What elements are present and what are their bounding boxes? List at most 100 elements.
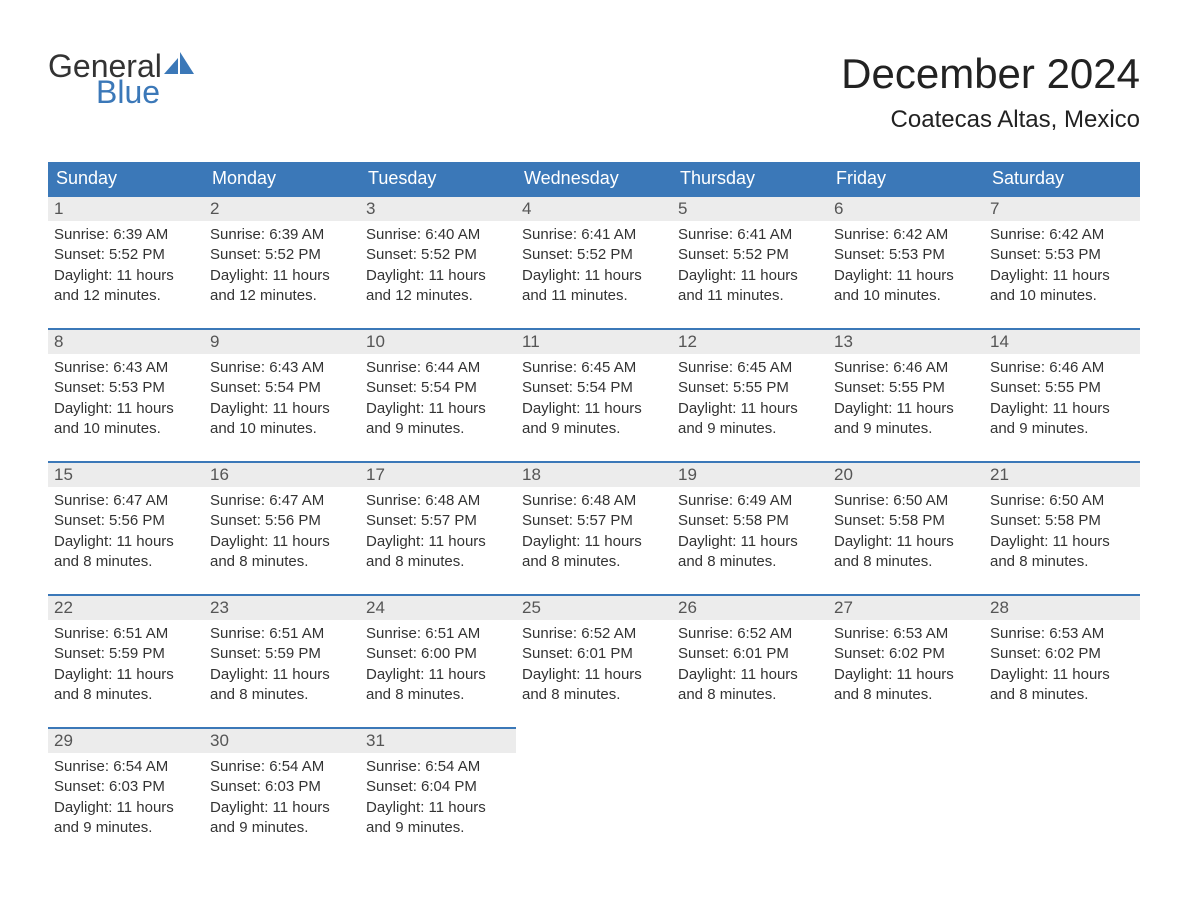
calendar-day: 9Sunrise: 6:43 AMSunset: 5:54 PMDaylight… (204, 329, 360, 462)
sunrise-text: Sunrise: 6:43 AM (210, 358, 354, 378)
sunset-text: Sunset: 6:02 PM (834, 644, 978, 664)
calendar-week: 29Sunrise: 6:54 AMSunset: 6:03 PMDayligh… (48, 728, 1140, 860)
day-details: Sunrise: 6:51 AMSunset: 5:59 PMDaylight:… (48, 620, 204, 727)
day-number: 22 (48, 596, 204, 620)
day-details: Sunrise: 6:42 AMSunset: 5:53 PMDaylight:… (984, 221, 1140, 328)
day-details: Sunrise: 6:45 AMSunset: 5:54 PMDaylight:… (516, 354, 672, 461)
day-number: 8 (48, 330, 204, 354)
daylight-text: Daylight: 11 hours and 9 minutes. (990, 399, 1134, 440)
sunrise-text: Sunrise: 6:50 AM (990, 491, 1134, 511)
day-number: 9 (204, 330, 360, 354)
day-number: 12 (672, 330, 828, 354)
daylight-text: Daylight: 11 hours and 10 minutes. (990, 266, 1134, 307)
daylight-text: Daylight: 11 hours and 8 minutes. (522, 665, 666, 706)
day-details: Sunrise: 6:44 AMSunset: 5:54 PMDaylight:… (360, 354, 516, 461)
day-number: 13 (828, 330, 984, 354)
sunset-text: Sunset: 5:52 PM (54, 245, 198, 265)
calendar-table: Sunday Monday Tuesday Wednesday Thursday… (48, 162, 1140, 860)
location-label: Coatecas Altas, Mexico (841, 106, 1140, 134)
day-number: 5 (672, 197, 828, 221)
sunrise-text: Sunrise: 6:45 AM (678, 358, 822, 378)
sunset-text: Sunset: 6:01 PM (678, 644, 822, 664)
weekday-header: Monday (204, 162, 360, 196)
day-number: 4 (516, 197, 672, 221)
calendar-day: 24Sunrise: 6:51 AMSunset: 6:00 PMDayligh… (360, 595, 516, 728)
sunset-text: Sunset: 5:56 PM (210, 511, 354, 531)
calendar-day: 6Sunrise: 6:42 AMSunset: 5:53 PMDaylight… (828, 196, 984, 329)
day-details: Sunrise: 6:45 AMSunset: 5:55 PMDaylight:… (672, 354, 828, 461)
daylight-text: Daylight: 11 hours and 8 minutes. (210, 532, 354, 573)
sunrise-text: Sunrise: 6:54 AM (54, 757, 198, 777)
day-number: 16 (204, 463, 360, 487)
sunrise-text: Sunrise: 6:51 AM (366, 624, 510, 644)
day-details: Sunrise: 6:46 AMSunset: 5:55 PMDaylight:… (828, 354, 984, 461)
calendar-week: 8Sunrise: 6:43 AMSunset: 5:53 PMDaylight… (48, 329, 1140, 462)
calendar-day: 8Sunrise: 6:43 AMSunset: 5:53 PMDaylight… (48, 329, 204, 462)
day-details: Sunrise: 6:41 AMSunset: 5:52 PMDaylight:… (672, 221, 828, 328)
weekday-header-row: Sunday Monday Tuesday Wednesday Thursday… (48, 162, 1140, 196)
day-number: 15 (48, 463, 204, 487)
calendar-day: 26Sunrise: 6:52 AMSunset: 6:01 PMDayligh… (672, 595, 828, 728)
daylight-text: Daylight: 11 hours and 8 minutes. (678, 665, 822, 706)
sunrise-text: Sunrise: 6:42 AM (990, 225, 1134, 245)
day-details: Sunrise: 6:48 AMSunset: 5:57 PMDaylight:… (516, 487, 672, 594)
day-details: Sunrise: 6:39 AMSunset: 5:52 PMDaylight:… (48, 221, 204, 328)
day-number: 20 (828, 463, 984, 487)
sunset-text: Sunset: 6:02 PM (990, 644, 1134, 664)
day-details: Sunrise: 6:43 AMSunset: 5:54 PMDaylight:… (204, 354, 360, 461)
daylight-text: Daylight: 11 hours and 8 minutes. (366, 532, 510, 573)
day-details: Sunrise: 6:51 AMSunset: 6:00 PMDaylight:… (360, 620, 516, 727)
sunrise-text: Sunrise: 6:47 AM (210, 491, 354, 511)
calendar-day: 20Sunrise: 6:50 AMSunset: 5:58 PMDayligh… (828, 462, 984, 595)
daylight-text: Daylight: 11 hours and 8 minutes. (990, 532, 1134, 573)
title-block: December 2024 Coatecas Altas, Mexico (841, 50, 1140, 134)
calendar-day: 13Sunrise: 6:46 AMSunset: 5:55 PMDayligh… (828, 329, 984, 462)
calendar-day: 3Sunrise: 6:40 AMSunset: 5:52 PMDaylight… (360, 196, 516, 329)
sunset-text: Sunset: 5:53 PM (54, 378, 198, 398)
weekday-header: Wednesday (516, 162, 672, 196)
sunset-text: Sunset: 5:58 PM (834, 511, 978, 531)
calendar-day: 11Sunrise: 6:45 AMSunset: 5:54 PMDayligh… (516, 329, 672, 462)
sunset-text: Sunset: 5:58 PM (678, 511, 822, 531)
sunrise-text: Sunrise: 6:39 AM (54, 225, 198, 245)
sunset-text: Sunset: 5:58 PM (990, 511, 1134, 531)
sunrise-text: Sunrise: 6:40 AM (366, 225, 510, 245)
sunrise-text: Sunrise: 6:51 AM (210, 624, 354, 644)
daylight-text: Daylight: 11 hours and 9 minutes. (366, 399, 510, 440)
day-number: 25 (516, 596, 672, 620)
calendar-day: 25 Sunrise: 6:52 AMSunset: 6:01 PMDayligh… (516, 595, 672, 728)
sunrise-text: Sunrise: 6:44 AM (366, 358, 510, 378)
calendar-day: 2Sunrise: 6:39 AMSunset: 5:52 PMDaylight… (204, 196, 360, 329)
daylight-text: Daylight: 11 hours and 8 minutes. (834, 532, 978, 573)
sunset-text: Sunset: 6:01 PM (522, 644, 666, 664)
sunset-text: Sunset: 5:53 PM (834, 245, 978, 265)
sunrise-text: Sunrise: 6:52 AM (522, 624, 666, 644)
sunrise-text: Sunrise: 6:46 AM (990, 358, 1134, 378)
sunrise-text: Sunrise: 6:50 AM (834, 491, 978, 511)
day-details: Sunrise: 6:50 AMSunset: 5:58 PMDaylight:… (828, 487, 984, 594)
day-details: Sunrise: 6:43 AMSunset: 5:53 PMDaylight:… (48, 354, 204, 461)
daylight-text: Daylight: 11 hours and 9 minutes. (366, 798, 510, 839)
sunrise-text: Sunrise: 6:49 AM (678, 491, 822, 511)
sunset-text: Sunset: 5:54 PM (366, 378, 510, 398)
day-details: Sunrise: 6:47 AMSunset: 5:56 PMDaylight:… (204, 487, 360, 594)
day-number: 30 (204, 729, 360, 753)
sunset-text: Sunset: 5:55 PM (990, 378, 1134, 398)
sunset-text: Sunset: 5:56 PM (54, 511, 198, 531)
sunrise-text: Sunrise: 6:41 AM (522, 225, 666, 245)
daylight-text: Daylight: 11 hours and 9 minutes. (210, 798, 354, 839)
day-number: 3 (360, 197, 516, 221)
sunrise-text: Sunrise: 6:54 AM (210, 757, 354, 777)
sunset-text: Sunset: 5:52 PM (522, 245, 666, 265)
sunrise-text: Sunrise: 6:52 AM (678, 624, 822, 644)
page-title: December 2024 (841, 50, 1140, 98)
day-details: Sunrise: 6:48 AMSunset: 5:57 PMDaylight:… (360, 487, 516, 594)
calendar-day: 29Sunrise: 6:54 AMSunset: 6:03 PMDayligh… (48, 728, 204, 860)
daylight-text: Daylight: 11 hours and 12 minutes. (54, 266, 198, 307)
sunrise-text: Sunrise: 6:41 AM (678, 225, 822, 245)
sunset-text: Sunset: 5:52 PM (210, 245, 354, 265)
sunset-text: Sunset: 5:59 PM (210, 644, 354, 664)
calendar-body: 1Sunrise: 6:39 AMSunset: 5:52 PMDaylight… (48, 196, 1140, 860)
sunrise-text: Sunrise: 6:48 AM (366, 491, 510, 511)
day-details: Sunrise: 6:47 AMSunset: 5:56 PMDaylight:… (48, 487, 204, 594)
